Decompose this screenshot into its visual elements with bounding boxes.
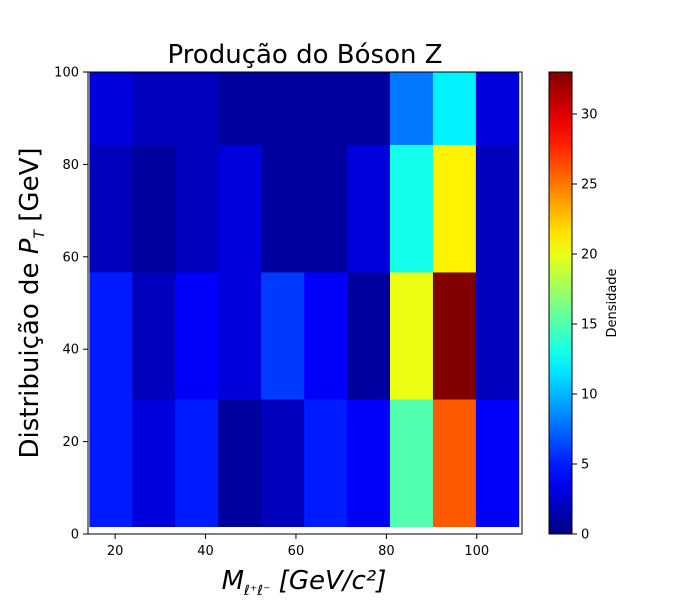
- heatmap-cell: [132, 72, 176, 145]
- heatmap-cell: [175, 144, 219, 273]
- heatmap-cell: [132, 144, 176, 273]
- colorbar-tick-label: 0: [581, 528, 589, 543]
- plot-frame: [87, 71, 523, 535]
- y-tick-label: 20: [62, 435, 79, 450]
- heatmap-cell: [175, 72, 219, 145]
- x-axis-label-subscript: ℓ⁺ℓ⁻: [243, 583, 270, 599]
- x-tick-label: 60: [288, 544, 305, 559]
- heatmap-cell: [389, 144, 434, 273]
- chart-title: Produção do Bóson Z: [167, 40, 442, 70]
- heatmap-cell: [475, 272, 520, 400]
- heatmap-cell: [89, 72, 133, 145]
- heatmap-cell: [475, 399, 520, 528]
- heatmap-cell: [218, 272, 262, 400]
- heatmap-cell: [347, 272, 391, 400]
- x-axis-label-units: [GeV/c²]: [270, 566, 386, 596]
- heatmap-cell: [304, 144, 348, 273]
- heatmap-cell: [89, 272, 133, 400]
- heatmap-cell: [261, 399, 305, 528]
- y-axis-label-symbol: P: [15, 238, 45, 254]
- heatmap-cell: [218, 399, 262, 528]
- heatmap-cell: [304, 72, 348, 145]
- heatmap-cells: [89, 72, 520, 528]
- heatmap-cell: [389, 399, 434, 528]
- heatmap-cell: [175, 272, 219, 400]
- heatmap-cell: [218, 72, 262, 145]
- heatmap-cell: [261, 72, 305, 145]
- heatmap-cell: [304, 399, 348, 528]
- colorbar-tick-label: 25: [581, 178, 598, 193]
- heatmap-cell: [175, 399, 219, 528]
- heatmap-cell: [389, 272, 434, 400]
- x-axis-ticks: 20 40 60 80 100: [107, 534, 489, 559]
- x-axis-label-main: M: [222, 566, 244, 596]
- x-tick-label: 20: [107, 544, 124, 559]
- y-axis-label: Distribuição de PT [GeV]: [15, 147, 48, 458]
- heatmap-cell: [432, 144, 477, 273]
- y-tick-label: 0: [71, 528, 79, 543]
- heatmap-cell: [475, 72, 520, 145]
- y-axis-label-units: [GeV]: [15, 147, 45, 229]
- y-tick-label: 100: [54, 66, 79, 81]
- y-tick-label: 60: [62, 250, 79, 265]
- heatmap-cell: [261, 144, 305, 273]
- heatmap-cell: [389, 72, 434, 145]
- heatmap-cell: [347, 399, 391, 528]
- y-axis-label-prefix: Distribuição de: [15, 254, 45, 458]
- heatmap-cell: [347, 72, 391, 145]
- y-tick-label: 80: [62, 158, 79, 173]
- colorbar-ticks: 0 5 10 15 20 25 30: [572, 108, 598, 543]
- x-tick-label: 80: [378, 544, 395, 559]
- x-tick-label: 100: [464, 544, 489, 559]
- x-tick-label: 40: [197, 544, 214, 559]
- y-axis-label-subscript: T: [32, 229, 48, 239]
- heatmap-cell: [132, 399, 176, 528]
- colorbar-tick-label: 15: [581, 318, 598, 333]
- heatmap-cell: [475, 144, 520, 273]
- heatmap-cell: [304, 272, 348, 400]
- y-tick-label: 40: [62, 343, 79, 358]
- y-axis-ticks: 0 20 40 60 80 100: [54, 66, 88, 543]
- colorbar-label: Densidade: [605, 268, 620, 337]
- heatmap-cell: [432, 272, 477, 400]
- colorbar-tick-label: 20: [581, 248, 598, 263]
- heatmap-cell: [261, 272, 305, 400]
- x-axis-label: Mℓ⁺ℓ⁻ [GeV/c²]: [222, 566, 387, 599]
- colorbar-tick-label: 30: [581, 108, 598, 123]
- colorbar: [548, 71, 573, 535]
- heatmap-cell: [432, 399, 477, 528]
- heatmap-cell: [347, 144, 391, 273]
- heatmap-cell: [218, 144, 262, 273]
- heatmap-cell: [89, 399, 133, 528]
- heatmap-cell: [432, 72, 477, 145]
- heatmap-cell: [89, 144, 133, 273]
- heatmap-cell: [132, 272, 176, 400]
- colorbar-tick-label: 5: [581, 458, 589, 473]
- colorbar-tick-label: 10: [581, 388, 598, 403]
